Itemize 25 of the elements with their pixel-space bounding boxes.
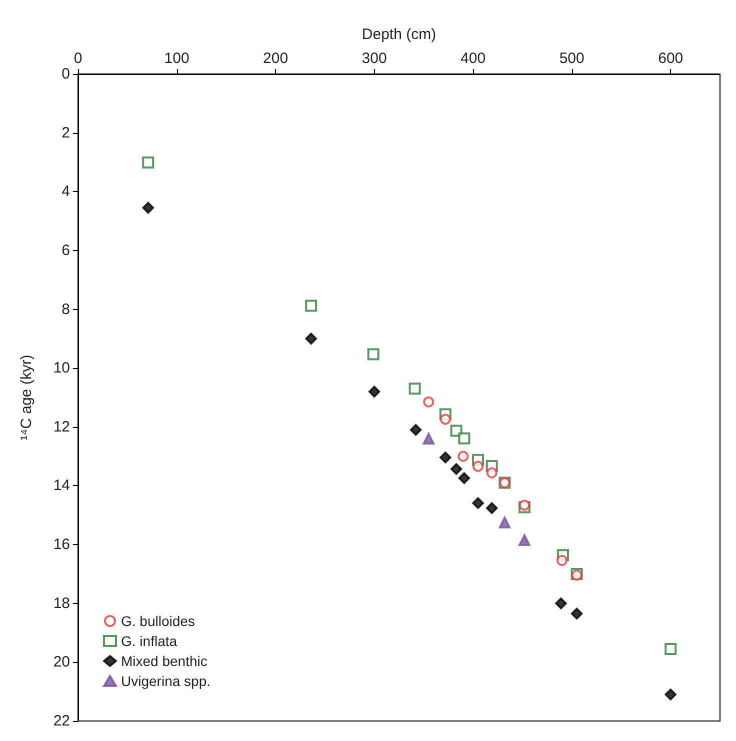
x-tick-label: 400 xyxy=(460,50,486,67)
x-tick-label: 500 xyxy=(559,50,584,67)
y-tick-label: 14 xyxy=(53,477,70,494)
y-tick-label: 22 xyxy=(53,712,70,730)
y-tick-label: 4 xyxy=(62,183,70,200)
y-tick-label: 0 xyxy=(62,66,70,82)
x-axis-title: Depth (cm) xyxy=(362,26,436,43)
legend-label: G. bulloides xyxy=(121,613,195,629)
y-tick-label: 12 xyxy=(53,418,70,436)
y-tick-label: 10 xyxy=(53,360,70,377)
y-tick-label: 8 xyxy=(62,300,70,318)
y-tick-label: 6 xyxy=(62,242,70,259)
y-tick-label: 18 xyxy=(53,594,70,612)
x-tick-label: 300 xyxy=(362,50,387,67)
x-tick-label: 600 xyxy=(658,50,684,67)
x-tick-label: 100 xyxy=(164,50,190,67)
y-tick-label: 20 xyxy=(53,654,70,671)
y-axis-title: ¹⁴C age (kyr) xyxy=(18,354,35,440)
x-tick-label: 200 xyxy=(263,50,288,67)
x-tick-label: 0 xyxy=(74,50,82,67)
legend-label: Mixed benthic xyxy=(121,653,208,669)
legend-label: Uvigerina spp. xyxy=(121,673,210,689)
legend-label: G. inflata xyxy=(121,633,178,649)
y-tick-label: 2 xyxy=(62,124,70,142)
y-tick-label: 16 xyxy=(53,536,70,554)
